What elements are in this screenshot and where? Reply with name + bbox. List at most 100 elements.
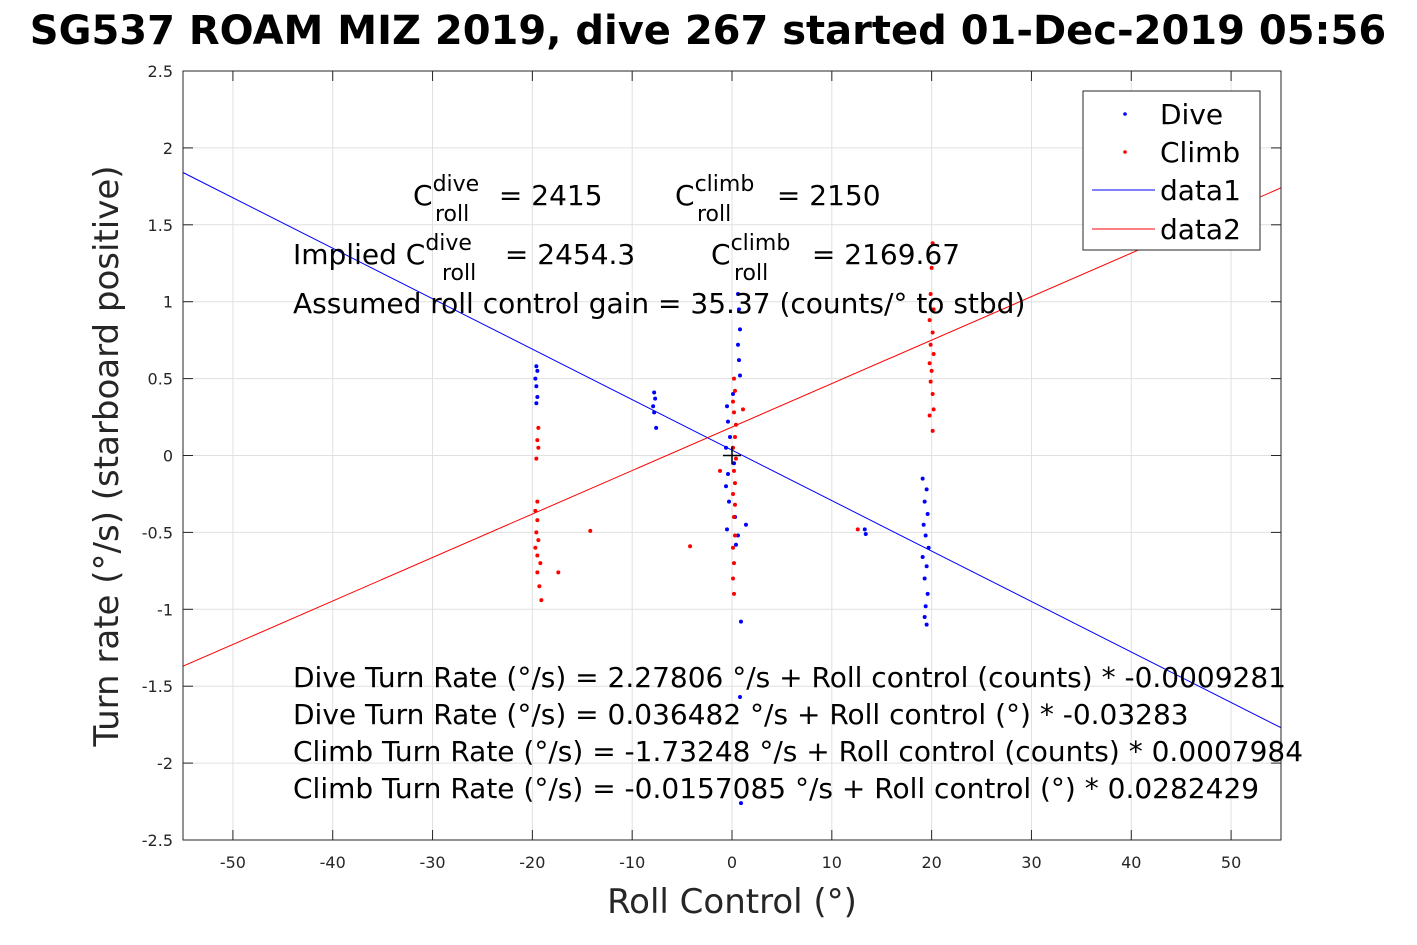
point-dive (654, 425, 659, 430)
point-dive (652, 410, 657, 415)
point-dive (922, 499, 927, 504)
point-dive (736, 358, 741, 363)
point-climb (732, 481, 737, 486)
y-tick-label: -1.5 (142, 677, 173, 696)
point-dive (725, 404, 730, 409)
legend-label-climb: Climb (1160, 136, 1240, 169)
legend-label-data2: data2 (1160, 213, 1241, 246)
c-climb-base: C (675, 179, 695, 212)
point-dive (743, 522, 748, 527)
point-dive (738, 801, 743, 806)
point-dive (863, 531, 868, 536)
y-tick-label: -0.5 (142, 523, 173, 542)
point-dive (534, 364, 539, 369)
point-dive (735, 342, 740, 347)
point-dive (735, 533, 740, 538)
implied-climb-sup: climb (731, 231, 791, 256)
point-dive (735, 292, 740, 297)
point-climb (535, 499, 540, 504)
point-dive (730, 391, 735, 396)
point-climb (536, 445, 541, 450)
legend-swatch-climb (1123, 150, 1127, 154)
point-climb (688, 544, 693, 549)
point-dive (925, 511, 930, 516)
point-climb (730, 576, 735, 581)
point-climb (730, 399, 735, 404)
c-climb-value: = 2150 (768, 179, 881, 212)
point-climb (927, 413, 932, 418)
implied-climb-base: C (711, 238, 731, 271)
point-climb (927, 318, 932, 323)
point-dive (724, 445, 729, 450)
implied-climb-annotation: Cclimb roll = 2169.67 (711, 231, 960, 286)
point-dive (724, 484, 729, 489)
point-dive (725, 527, 730, 532)
point-climb (931, 407, 936, 412)
origin-marker (723, 446, 741, 465)
point-climb (535, 570, 540, 575)
point-climb (536, 425, 541, 430)
point-dive (737, 694, 742, 699)
point-dive (726, 471, 731, 476)
y-tick-label: 0 (163, 447, 173, 466)
c-climb-annotation: Cclimb roll = 2150 (675, 172, 881, 227)
point-dive (920, 476, 925, 481)
point-climb (534, 530, 539, 535)
y-tick-label: 1 (163, 293, 173, 312)
point-dive (926, 545, 931, 550)
point-dive (534, 384, 539, 389)
point-climb (535, 438, 540, 443)
x-tick-label: 40 (1121, 853, 1141, 872)
implied-dive-sub: roll (442, 261, 476, 286)
y-tick-label: 2.5 (148, 62, 173, 81)
point-dive (736, 307, 741, 312)
legend-label-dive: Dive (1160, 98, 1223, 131)
point-climb (732, 533, 737, 538)
roll-gain-annotation: Assumed roll control gain = 35.37 (count… (293, 287, 1025, 320)
point-dive (534, 401, 539, 406)
equation-climb-degrees: Climb Turn Rate (°/s) = -0.0157085 °/s +… (293, 772, 1259, 805)
x-tick-label: 10 (822, 853, 842, 872)
point-climb (534, 456, 539, 461)
x-tick-label: 20 (921, 853, 941, 872)
point-dive (653, 396, 658, 401)
y-tick-label: -2.5 (142, 831, 173, 850)
implied-dive-annotation: Implied Cdive roll = 2454.3 (293, 231, 635, 286)
point-climb (731, 561, 736, 566)
point-dive (922, 614, 927, 619)
point-dive (924, 622, 929, 627)
implied-prefix: Implied (293, 238, 406, 271)
x-tick-label: -40 (320, 853, 346, 872)
c-dive-sub: roll (435, 202, 469, 227)
equation-climb-counts: Climb Turn Rate (°/s) = -1.73248 °/s + R… (293, 735, 1303, 768)
y-tick-label: 2 (163, 139, 173, 158)
point-climb (533, 545, 538, 550)
data-points (533, 241, 936, 806)
point-dive (862, 527, 867, 532)
point-dive (535, 395, 540, 400)
point-climb (928, 379, 933, 384)
x-tick-label: -20 (519, 853, 545, 872)
x-axis-ticks: -50 -40 -30 -20 -10 0 10 20 30 40 50 (220, 71, 1241, 872)
point-dive (728, 435, 733, 440)
point-climb (731, 410, 736, 415)
point-dive (924, 564, 929, 569)
legend: Dive Climb data1 data2 (1082, 90, 1261, 251)
point-climb (539, 598, 544, 603)
equation-dive-degrees: Dive Turn Rate (°/s) = 0.036482 °/s + Ro… (293, 698, 1189, 731)
implied-climb-sub: roll (734, 261, 768, 286)
implied-dive-sup: dive (425, 231, 472, 256)
point-climb (740, 407, 745, 412)
point-climb (930, 241, 935, 246)
point-climb (533, 508, 538, 513)
point-climb (731, 376, 736, 381)
point-dive (923, 604, 928, 609)
x-tick-label: -30 (419, 853, 445, 872)
point-climb (537, 584, 542, 589)
x-tick-label: 30 (1021, 853, 1041, 872)
point-climb (930, 428, 935, 433)
point-climb (535, 553, 540, 558)
point-dive (733, 542, 738, 547)
legend-box (1082, 90, 1261, 251)
